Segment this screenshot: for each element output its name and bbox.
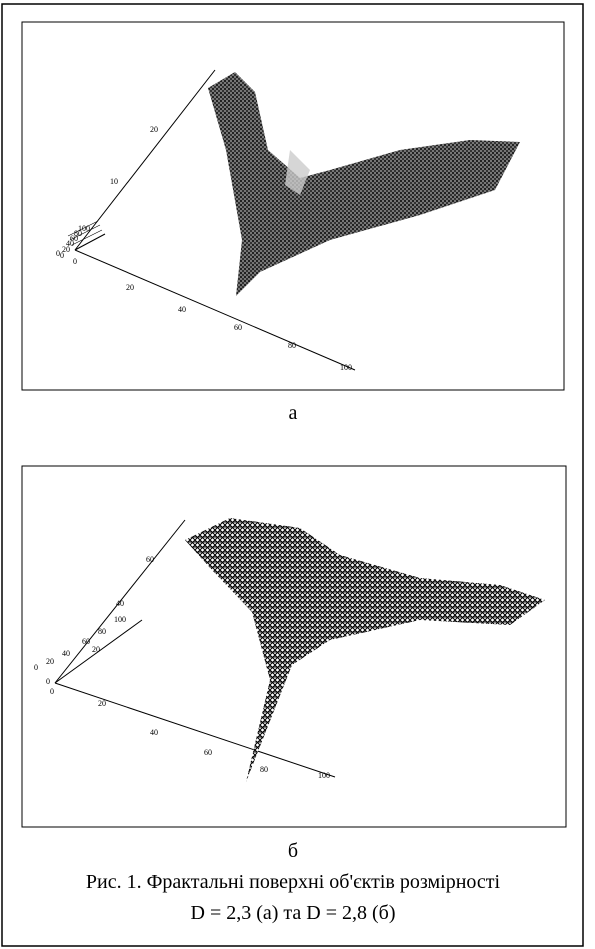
x-tick: 0: [50, 687, 54, 696]
x-tick: 80: [260, 765, 268, 774]
caption-line: Рис. 1. Фрактальні поверхні об'єктів роз…: [86, 871, 501, 893]
x-tick: 80: [288, 341, 296, 350]
side-tick: 80: [98, 627, 106, 636]
figure-b: 0 20 40 60 0 20 40 60 80 100 0 20 40 60 …: [22, 466, 566, 862]
figure-label: б: [288, 840, 298, 862]
z-tick: 60: [146, 555, 154, 564]
side-tick: 40: [62, 649, 70, 658]
z-tick: 20: [150, 125, 158, 134]
figure-label: а: [289, 402, 298, 424]
fractal-surface: [185, 518, 545, 782]
x-tick: 60: [234, 323, 242, 332]
z-tick: 20: [92, 645, 100, 654]
x-tick: 20: [98, 699, 106, 708]
side-tick: 20: [46, 657, 54, 666]
z-tick: 40: [116, 599, 124, 608]
fractal-surface: [208, 72, 520, 296]
x-tick: 100: [318, 771, 330, 780]
figure-a: 0 10 20 0 20 40 60 80 100 0 20 40 60 80 …: [22, 22, 564, 424]
x-tick: 40: [178, 305, 186, 314]
x-tick: 20: [126, 283, 134, 292]
side-tick: 100: [78, 224, 90, 233]
side-tick: 0: [56, 249, 60, 258]
x-tick: 0: [73, 257, 77, 266]
x-tick: 60: [204, 748, 212, 757]
x-tick: 40: [150, 728, 158, 737]
z-tick: 10: [110, 177, 118, 186]
caption-line: D = 2,3 (а) та D = 2,8 (б): [191, 902, 396, 924]
page: 0 10 20 0 20 40 60 80 100 0 20 40 60 80 …: [0, 0, 595, 949]
z-tick: 0: [46, 677, 50, 686]
x-tick: 100: [340, 363, 352, 372]
side-tick: 100: [114, 615, 126, 624]
side-tick: 0: [34, 663, 38, 672]
side-tick: 60: [82, 637, 90, 646]
